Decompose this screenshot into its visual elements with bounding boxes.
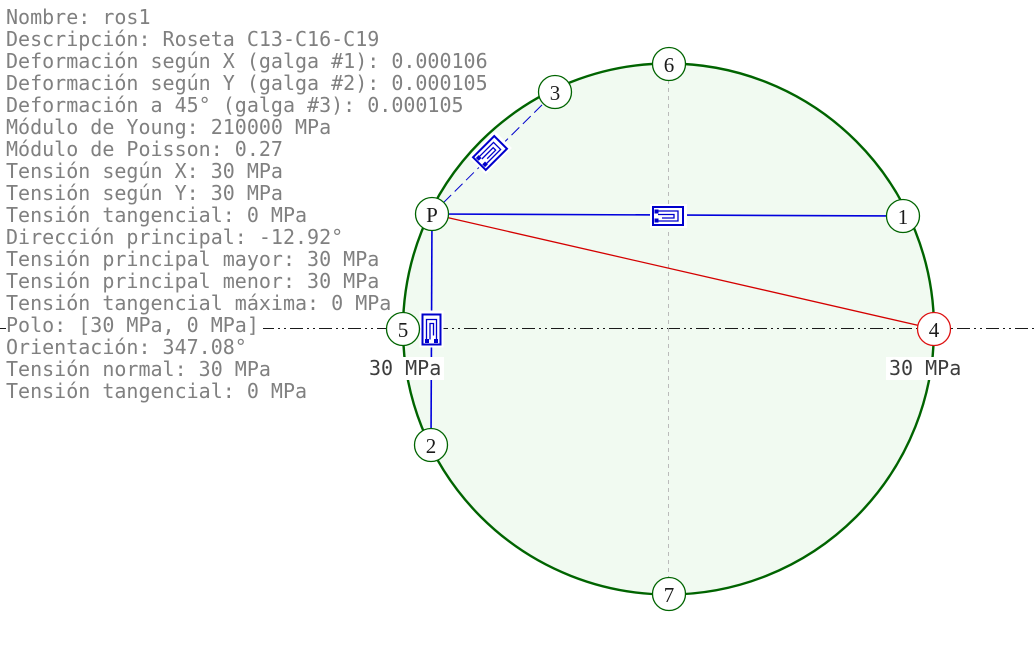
node-5-handle[interactable]	[385, 311, 421, 347]
info-line-modulo-young: Módulo de Young: 210000 MPa	[6, 116, 336, 138]
node-label-1: 1	[898, 205, 909, 229]
node-2: 2	[413, 427, 449, 463]
info-line-tension-y: Tensión según Y: 30 MPa	[6, 182, 287, 204]
info-panel: Nombre: ros1 Descripción: Roseta C13-C16…	[6, 6, 492, 402]
node-3-handle[interactable]	[537, 74, 573, 110]
node-label-3: 3	[550, 81, 561, 105]
info-line-tension-mayor: Tensión principal mayor: 30 MPa	[6, 248, 384, 270]
axis-label-right: 30 MPa	[886, 357, 965, 380]
node-2-handle[interactable]	[413, 427, 449, 463]
info-line-tension-menor: Tensión principal menor: 30 MPa	[6, 270, 384, 292]
info-line-tension-tangencial-2: Tensión tangencial: 0 MPa	[6, 380, 312, 402]
node-label-6: 6	[664, 53, 675, 77]
node-3: 3	[537, 74, 573, 110]
info-line-direccion-principal: Dirección principal: -12.92°	[6, 226, 348, 248]
node-1-handle[interactable]	[885, 198, 921, 234]
node-label-7: 7	[664, 583, 675, 607]
info-line-polo: Polo: [30 MPa, 0 MPa]	[6, 314, 263, 336]
node-label-P: P	[426, 203, 438, 227]
node-label-4: 4	[929, 318, 940, 342]
info-line-orientacion: Orientación: 347.08°	[6, 336, 251, 358]
info-line-tension-tangencial: Tensión tangencial: 0 MPa	[6, 204, 312, 226]
node-1: 1	[885, 198, 921, 234]
node-5: 5	[385, 311, 421, 347]
orientation-line	[431, 213, 935, 330]
node-6-handle[interactable]	[651, 46, 687, 82]
info-line-tension-x: Tensión según X: 30 MPa	[6, 160, 287, 182]
node-label-5: 5	[398, 318, 409, 342]
info-line-descripcion: Descripción: Roseta C13-C16-C19	[6, 28, 384, 50]
info-line-modulo-poisson: Módulo de Poisson: 0.27	[6, 138, 287, 160]
node-4: 4	[916, 311, 952, 347]
axis-label-left: 30 MPa	[366, 357, 445, 380]
info-line-tension-normal: Tensión normal: 30 MPa	[6, 358, 275, 380]
info-line-deformacion-y: Deformación según Y (galga #2): 0.000105	[6, 72, 492, 94]
node-6: 6	[651, 46, 687, 82]
strain-gauge-icon	[649, 203, 688, 229]
node-7: 7	[651, 576, 687, 612]
info-line-tension-maxima: Tensión tangencial máxima: 0 MPa	[6, 292, 396, 314]
info-line-deformacion-x: Deformación según X (galga #1): 0.000106	[6, 50, 492, 72]
info-line-nombre: Nombre: ros1	[6, 6, 155, 28]
node-7-handle[interactable]	[651, 576, 687, 612]
node-P: P	[414, 196, 450, 232]
node-P-handle[interactable]	[414, 196, 450, 232]
node-4-handle[interactable]	[916, 311, 952, 347]
info-line-deformacion-45: Deformación a 45° (galga #3): 0.000105	[6, 94, 468, 116]
node-label-2: 2	[426, 434, 437, 458]
